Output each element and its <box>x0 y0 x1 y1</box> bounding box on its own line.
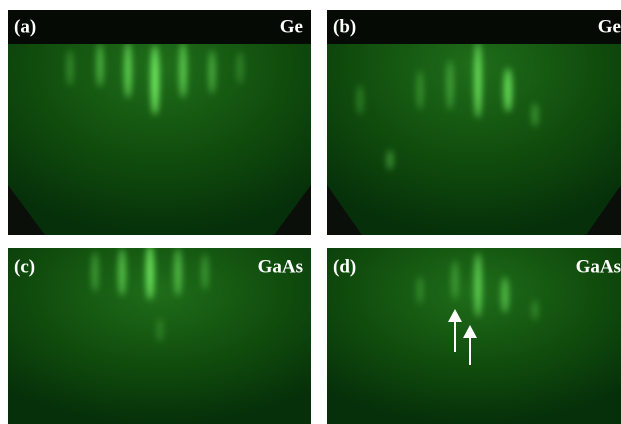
streak <box>92 252 98 292</box>
streak <box>209 50 215 94</box>
panel-label: (d) <box>333 256 356 277</box>
streak <box>357 85 363 115</box>
streak <box>157 318 163 342</box>
panel-label: (b) <box>333 16 356 37</box>
streak <box>532 103 538 127</box>
streak <box>119 248 126 296</box>
figure: (a) Ge (b) Ge (c) GaAs <box>0 0 621 424</box>
streak <box>175 248 182 296</box>
streak <box>475 253 482 317</box>
shadow-band <box>8 10 311 44</box>
streak <box>97 43 103 87</box>
material-label: GaAs <box>258 256 303 277</box>
streak <box>417 276 423 304</box>
streak <box>237 52 243 84</box>
streak <box>475 42 482 118</box>
streak <box>387 150 393 170</box>
material-label: Ge <box>598 16 621 37</box>
streak <box>504 68 512 112</box>
streak <box>151 45 159 115</box>
streak <box>67 50 73 86</box>
panel-label: (c) <box>14 256 35 277</box>
panel-label: (a) <box>14 16 36 37</box>
streak <box>180 42 187 98</box>
streak <box>447 60 453 110</box>
streak <box>202 254 208 290</box>
panel-b <box>327 10 621 235</box>
streak <box>532 300 538 320</box>
panel-a <box>8 10 311 235</box>
material-label: GaAs <box>576 256 621 277</box>
material-label: Ge <box>280 16 303 37</box>
streak <box>452 260 458 300</box>
streak <box>417 70 423 110</box>
shadow-band <box>327 10 621 44</box>
streak <box>125 42 132 98</box>
streak <box>502 277 509 313</box>
streak <box>146 244 154 300</box>
